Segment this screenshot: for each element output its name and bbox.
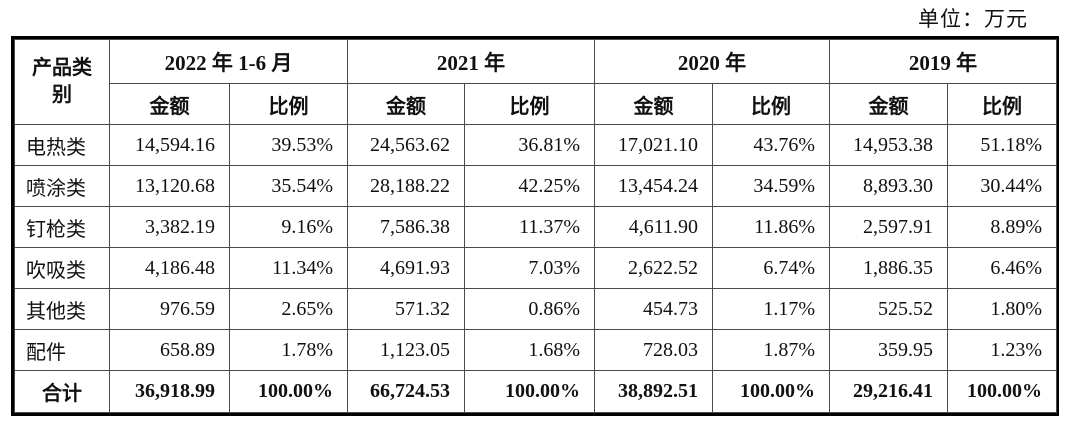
product-revenue-table-wrap: 产品类 别 2022 年 1-6 月 2021 年 2020 年 2019 年 … xyxy=(11,36,1059,416)
ratio-cell: 0.86% xyxy=(464,288,595,330)
ratio-header-2021: 比例 xyxy=(464,83,595,125)
amount-cell: 359.95 xyxy=(829,329,948,371)
ratio-cell: 11.37% xyxy=(464,206,595,248)
amount-cell: 728.03 xyxy=(594,329,713,371)
ratio-header-2020: 比例 xyxy=(712,83,830,125)
ratio-cell: 1.68% xyxy=(464,329,595,371)
amount-cell: 3,382.19 xyxy=(109,206,230,248)
ratio-cell: 35.54% xyxy=(229,165,348,207)
amount-cell: 571.32 xyxy=(347,288,465,330)
ratio-cell: 51.18% xyxy=(947,124,1057,166)
ratio-cell: 1.78% xyxy=(229,329,348,371)
ratio-cell: 100.00% xyxy=(229,370,348,413)
table-body: 电热类 14,594.16 39.53% 24,563.62 36.81% 17,021.… xyxy=(14,124,1057,413)
amount-cell: 4,691.93 xyxy=(347,247,465,289)
ratio-cell: 1.80% xyxy=(947,288,1057,330)
product-category-header: 产品类 别 xyxy=(14,39,110,125)
year-header-2020: 2020 年 xyxy=(594,39,830,84)
table-row: 其他类 976.59 2.65% 571.32 0.86% 454.73 1.17% 525.… xyxy=(14,288,1057,330)
ratio-cell: 100.00% xyxy=(712,370,830,413)
sub-header-row: 金额 比例 金额 比例 金额 比例 金额 比例 xyxy=(15,83,1057,125)
ratio-cell: 7.03% xyxy=(464,247,595,289)
table-row: 钉枪类 3,382.19 9.16% 7,586.38 11.37% 4,611.90 11… xyxy=(14,206,1057,248)
ratio-cell: 1.17% xyxy=(712,288,830,330)
ratio-cell: 30.44% xyxy=(947,165,1057,207)
row-label: 吹吸类 xyxy=(14,247,110,289)
amount-cell: 29,216.41 xyxy=(829,370,948,413)
amount-cell: 24,563.62 xyxy=(347,124,465,166)
ratio-cell: 8.89% xyxy=(947,206,1057,248)
amount-cell: 454.73 xyxy=(594,288,713,330)
amount-cell: 66,724.53 xyxy=(347,370,465,413)
ratio-cell: 11.86% xyxy=(712,206,830,248)
ratio-cell: 43.76% xyxy=(712,124,830,166)
amount-cell: 8,893.30 xyxy=(829,165,948,207)
total-row-label: 合计 xyxy=(14,370,110,413)
amount-cell: 2,597.91 xyxy=(829,206,948,248)
amount-cell: 658.89 xyxy=(109,329,230,371)
ratio-header-2022: 比例 xyxy=(229,83,348,125)
amount-cell: 976.59 xyxy=(109,288,230,330)
ratio-cell: 42.25% xyxy=(464,165,595,207)
table-row: 喷涂类 13,120.68 35.54% 28,188.22 42.25% 13,454.… xyxy=(14,165,1057,207)
amount-cell: 2,622.52 xyxy=(594,247,713,289)
amount-cell: 7,586.38 xyxy=(347,206,465,248)
ratio-cell: 1.23% xyxy=(947,329,1057,371)
ratio-cell: 11.34% xyxy=(229,247,348,289)
product-category-header-line1: 产品类 xyxy=(32,57,92,79)
ratio-cell: 100.00% xyxy=(947,370,1057,413)
amount-cell: 36,918.99 xyxy=(109,370,230,413)
ratio-cell: 1.87% xyxy=(712,329,830,371)
amount-header-2020: 金额 xyxy=(594,83,713,125)
ratio-cell: 34.59% xyxy=(712,165,830,207)
ratio-header-2019: 比例 xyxy=(947,83,1057,125)
amount-cell: 4,186.48 xyxy=(109,247,230,289)
table-row: 电热类 14,594.16 39.53% 24,563.62 36.81% 17,021.… xyxy=(14,124,1057,166)
amount-cell: 1,886.35 xyxy=(829,247,948,289)
year-header-2022: 2022 年 1-6 月 xyxy=(109,39,348,84)
row-label: 其他类 xyxy=(14,288,110,330)
ratio-cell: 39.53% xyxy=(229,124,348,166)
table-header: 产品类 别 2022 年 1-6 月 2021 年 2020 年 2019 年 … xyxy=(14,39,1057,125)
ratio-cell: 2.65% xyxy=(229,288,348,330)
row-label: 配件 xyxy=(14,329,110,371)
table-row: 吹吸类 4,186.48 11.34% 4,691.93 7.03% 2,622.52 6.… xyxy=(14,247,1057,289)
amount-cell: 525.52 xyxy=(829,288,948,330)
amount-cell: 14,953.38 xyxy=(829,124,948,166)
ratio-cell: 6.74% xyxy=(712,247,830,289)
amount-header-2022: 金额 xyxy=(109,83,230,125)
amount-cell: 13,454.24 xyxy=(594,165,713,207)
year-header-2019: 2019 年 xyxy=(829,39,1057,84)
row-label: 喷涂类 xyxy=(14,165,110,207)
amount-cell: 17,021.10 xyxy=(594,124,713,166)
ratio-cell: 36.81% xyxy=(464,124,595,166)
year-header-row: 产品类 别 2022 年 1-6 月 2021 年 2020 年 2019 年 xyxy=(14,39,1057,125)
amount-cell: 38,892.51 xyxy=(594,370,713,413)
row-label: 电热类 xyxy=(14,124,110,166)
product-revenue-table: 产品类 别 2022 年 1-6 月 2021 年 2020 年 2019 年 … xyxy=(14,39,1057,413)
total-row: 合计 36,918.99 100.00% 66,724.53 100.00% 38,892… xyxy=(14,370,1057,413)
unit-label: 单位：万元 xyxy=(918,7,1028,31)
product-category-header-line2: 别 xyxy=(52,84,72,106)
table-row: 配件 658.89 1.78% 1,123.05 1.68% 728.03 1.87% 359… xyxy=(14,329,1057,371)
amount-header-2021: 金额 xyxy=(347,83,465,125)
amount-cell: 1,123.05 xyxy=(347,329,465,371)
amount-cell: 13,120.68 xyxy=(109,165,230,207)
amount-header-2019: 金额 xyxy=(829,83,948,125)
amount-cell: 14,594.16 xyxy=(109,124,230,166)
year-header-2021: 2021 年 xyxy=(347,39,595,84)
row-label: 钉枪类 xyxy=(14,206,110,248)
amount-cell: 4,611.90 xyxy=(594,206,713,248)
amount-cell: 28,188.22 xyxy=(347,165,465,207)
ratio-cell: 9.16% xyxy=(229,206,348,248)
ratio-cell: 100.00% xyxy=(464,370,595,413)
ratio-cell: 6.46% xyxy=(947,247,1057,289)
